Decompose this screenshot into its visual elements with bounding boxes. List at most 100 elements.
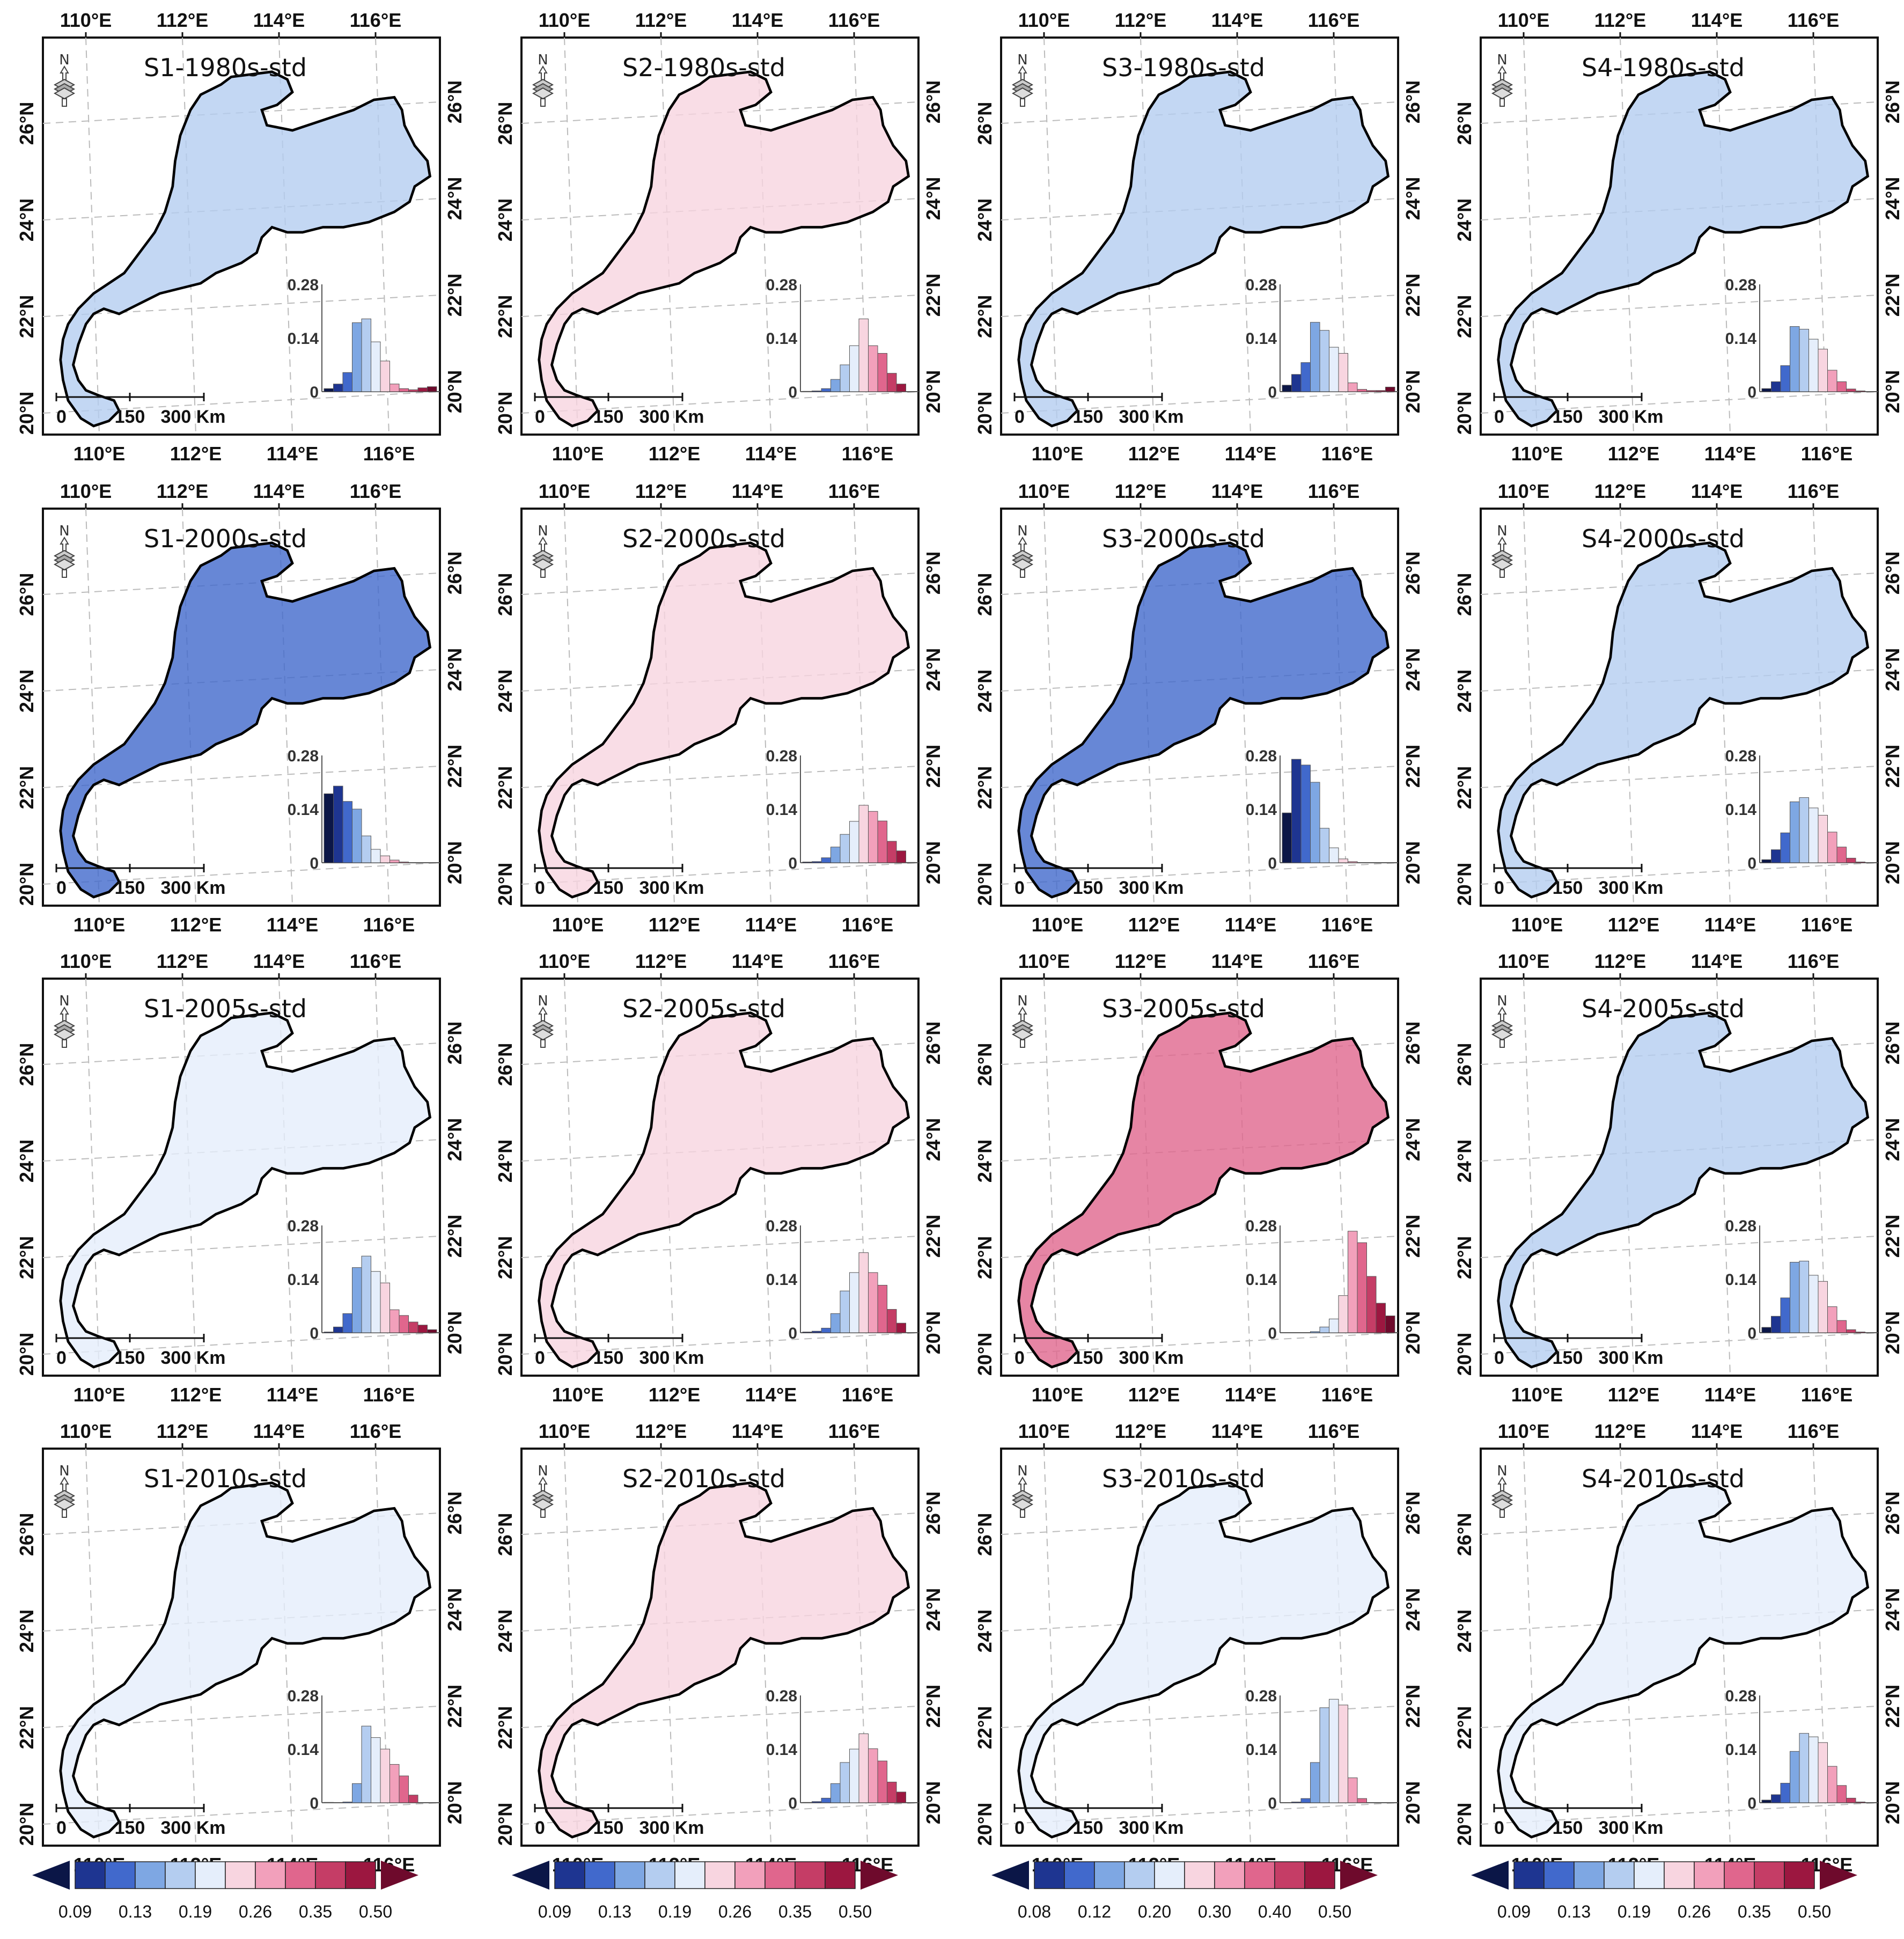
lon-tick-label-top: 110°E — [1018, 480, 1070, 502]
lon-tick-label-top: 110°E — [60, 950, 112, 972]
north-label: N — [59, 523, 69, 539]
lat-tick-label-right: 26°N — [922, 552, 944, 594]
lat-tick-label-left: 24°N — [494, 1610, 516, 1652]
north-label: N — [1497, 523, 1507, 539]
graticule-line — [757, 508, 771, 906]
hist-bar — [868, 811, 878, 863]
north-label: N — [59, 993, 69, 1009]
lon-tick-label-top: 116°E — [1308, 9, 1360, 31]
hist-bar — [1310, 782, 1320, 863]
hist-bar — [812, 861, 822, 863]
lon-tick-label-top: 116°E — [1788, 950, 1840, 972]
hist-bar — [1385, 386, 1395, 392]
map-panel: 110°E110°E112°E112°E114°E114°E116°E116°E… — [1449, 1411, 1904, 1878]
lat-tick-label-left: 22°N — [1453, 1706, 1475, 1749]
lat-tick-label-left: 26°N — [1453, 102, 1475, 145]
region-map — [538, 70, 910, 428]
north-label: N — [1017, 52, 1027, 68]
hist-bar — [1827, 1306, 1837, 1333]
panel-title: S2-2000s-std — [622, 524, 785, 553]
lat-tick-label-left: 20°N — [974, 392, 996, 435]
hist-bar — [1348, 861, 1358, 863]
map-svg: 110°E110°E112°E112°E114°E114°E116°E116°E… — [494, 480, 944, 936]
hist-bar — [896, 850, 906, 863]
lon-tick-label-bottom: 110°E — [73, 914, 126, 936]
hist-bar — [877, 1760, 887, 1803]
hist-ytick-label: 0 — [1268, 384, 1277, 401]
north-label: N — [538, 1463, 548, 1479]
lon-tick-label-bottom: 116°E — [1321, 914, 1373, 936]
lon-tick-label-bottom: 116°E — [1321, 443, 1373, 465]
hist-ytick-label: 0 — [788, 1325, 797, 1342]
lon-tick-label-top: 110°E — [1498, 950, 1550, 972]
lon-tick-label-bottom: 110°E — [552, 1384, 604, 1406]
hist-bar — [324, 793, 334, 863]
lat-tick-label-left: 24°N — [494, 1140, 516, 1183]
map-svg: 110°E110°E112°E112°E114°E114°E116°E116°E… — [974, 950, 1424, 1406]
map-svg: 110°E110°E112°E112°E114°E114°E116°E116°E… — [16, 1420, 466, 1876]
north-arrow-icon: N — [1011, 1463, 1034, 1518]
lat-tick-label-right: 22°N — [1881, 1685, 1903, 1728]
lat-tick-label-right: 22°N — [1881, 745, 1903, 788]
scale-bar-label: 300 Km — [639, 1348, 704, 1368]
colorbar-segment — [315, 1861, 346, 1889]
colorbar-segment — [1064, 1861, 1095, 1889]
lat-tick-label-left: 24°N — [1453, 1140, 1475, 1183]
hist-ytick-label: 0 — [310, 1325, 319, 1342]
north-label: N — [1497, 993, 1507, 1009]
hist-bar — [333, 384, 343, 392]
lat-tick-label-right: 22°N — [922, 274, 944, 317]
hist-bar — [399, 862, 409, 863]
colorbar-segment — [1034, 1861, 1065, 1889]
hist-bar — [1827, 832, 1837, 863]
north-label: N — [538, 52, 548, 68]
hist-bar — [821, 388, 831, 392]
hist-bar — [1790, 1262, 1800, 1333]
lat-tick-label-left: 22°N — [494, 766, 516, 809]
lat-tick-label-right: 20°N — [922, 370, 944, 413]
lon-tick-label-top: 114°E — [253, 950, 305, 972]
hist-bar — [371, 341, 381, 392]
lat-tick-label-right: 24°N — [1402, 1588, 1424, 1631]
hist-ytick-label: 0 — [1268, 1795, 1277, 1812]
scale-bar-label: 300 Km — [639, 878, 704, 898]
hist-bar — [1790, 801, 1800, 863]
colorbar-segment — [554, 1861, 585, 1889]
hist-bar — [1310, 322, 1320, 392]
lon-tick-label-bottom: 114°E — [1704, 443, 1756, 465]
colorbar-label: 0.30 — [1197, 1902, 1232, 1921]
lat-tick-label-right: 20°N — [444, 370, 466, 413]
graticule-line — [85, 1448, 100, 1846]
hist-ytick-label: 0 — [1268, 855, 1277, 872]
hist-bar — [371, 1271, 381, 1333]
lon-tick-label-bottom: 114°E — [745, 443, 797, 465]
hist-bar — [821, 857, 831, 863]
hist-bar — [1761, 1800, 1771, 1803]
lon-tick-label-bottom: 110°E — [552, 914, 604, 936]
scale-bar-label: 0 — [1494, 407, 1504, 427]
panel-title: S2-2005s-std — [622, 994, 785, 1023]
lon-tick-label-bottom: 112°E — [1128, 1384, 1180, 1406]
colorbar-segment — [614, 1861, 645, 1889]
lat-tick-label-left: 20°N — [494, 863, 516, 906]
lat-tick-label-left: 24°N — [1453, 1610, 1475, 1652]
graticule-line — [85, 37, 100, 435]
lon-tick-label-top: 110°E — [539, 480, 591, 502]
lat-tick-label-right: 22°N — [444, 745, 466, 788]
scale-bar-label: 0 — [1015, 1348, 1025, 1368]
lat-tick-label-right: 26°N — [444, 1022, 466, 1064]
colorbar-label: 0.26 — [238, 1902, 273, 1921]
hist-ytick-label: 0.28 — [288, 747, 319, 765]
lon-tick-label-top: 112°E — [635, 950, 687, 972]
hist-bar — [1771, 1794, 1781, 1803]
lat-tick-label-right: 24°N — [444, 648, 466, 691]
colorbar-label: 0.50 — [358, 1902, 393, 1921]
lon-tick-label-top: 112°E — [1115, 480, 1167, 502]
colorbar-segment — [1543, 1861, 1575, 1889]
lat-tick-label-left: 22°N — [1453, 766, 1475, 809]
lon-tick-label-top: 112°E — [157, 480, 209, 502]
colorbar-segment — [1244, 1861, 1275, 1889]
colorbar-segment — [225, 1861, 256, 1889]
colorbar-segment — [1513, 1861, 1545, 1889]
